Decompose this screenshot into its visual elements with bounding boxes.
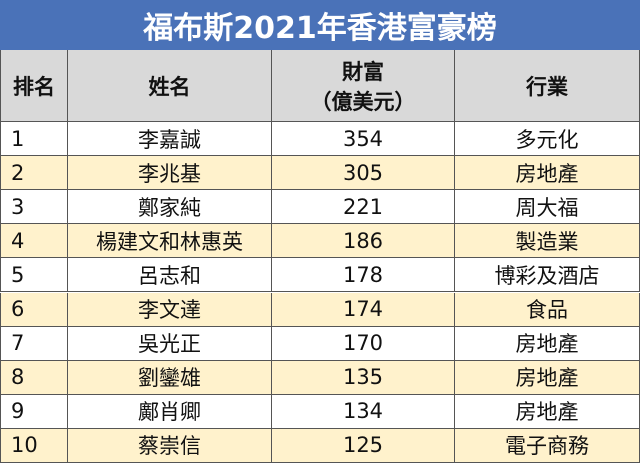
cell-text: 鄭家純	[138, 195, 201, 220]
cell-text: 房地產	[515, 332, 579, 357]
table-cell: 5	[0, 258, 68, 293]
table-cell: 李文達	[68, 292, 272, 327]
table-cell: 9	[0, 394, 68, 429]
cell-text: 吳光正	[138, 332, 201, 357]
cell-text: 李嘉誠	[138, 127, 201, 152]
table-cell: 房地產	[455, 156, 640, 191]
cell-text: 房地產	[515, 400, 579, 425]
table-cell: 7	[0, 326, 68, 361]
cell-text: 170	[342, 331, 384, 356]
cell-text: 李兆基	[138, 161, 201, 186]
table-cell: 174	[272, 292, 455, 327]
header-text: （億美元）	[310, 89, 416, 114]
header-text: 財富	[342, 59, 384, 84]
table-cell: 125	[272, 428, 455, 463]
cell-text: 蔡崇信	[138, 434, 201, 459]
table-cell: 多元化	[455, 122, 640, 157]
cell-text: 10	[11, 433, 38, 458]
cell-text: 8	[11, 365, 25, 390]
table-cell: 3	[0, 190, 68, 225]
cell-text: 174	[342, 297, 384, 322]
cell-text: 125	[342, 433, 384, 458]
cell-text: 134	[342, 399, 384, 424]
table-title: 福布斯2021年香港富豪榜	[0, 0, 640, 50]
table-cell: 305	[272, 156, 455, 191]
cell-text: 多元化	[515, 127, 579, 152]
header-cell: 行業	[455, 50, 640, 122]
cell-text: 7	[11, 331, 25, 356]
cell-text: 電子商務	[505, 434, 589, 459]
cell-text: 製造業	[515, 229, 579, 254]
cell-text: 135	[342, 365, 384, 390]
table-cell: 房地產	[455, 326, 640, 361]
header-text: 姓名	[148, 74, 191, 99]
table-cell: 鄺肖卿	[68, 394, 272, 429]
header-text: 行業	[526, 74, 568, 99]
table-cell: 楊建文和林惠英	[68, 224, 272, 259]
table-cell: 房地產	[455, 360, 640, 395]
table-cell: 354	[272, 122, 455, 157]
table-cell: 135	[272, 360, 455, 395]
table-cell: 李嘉誠	[68, 122, 272, 157]
cell-text: 房地產	[515, 161, 579, 186]
table-cell: 食品	[455, 292, 640, 327]
table-cell: 蔡崇信	[68, 428, 272, 463]
cell-text: 186	[342, 228, 384, 253]
table-cell: 吳光正	[68, 326, 272, 361]
cell-text: 221	[342, 194, 384, 219]
cell-text: 9	[11, 399, 25, 424]
cell-text: 1	[11, 126, 25, 151]
cell-text: 劉鑾雄	[138, 366, 201, 391]
cell-text: 3	[11, 194, 25, 219]
cell-text: 周大福	[515, 195, 579, 220]
cell-text: 354	[342, 126, 384, 151]
table-cell: 221	[272, 190, 455, 225]
table-cell: 10	[0, 428, 68, 463]
table-cell: 博彩及酒店	[455, 258, 640, 293]
cell-text: 305	[342, 160, 384, 185]
table-cell: 呂志和	[68, 258, 272, 293]
table-cell: 178	[272, 258, 455, 293]
cell-text: 房地產	[515, 366, 579, 391]
table-cell: 186	[272, 224, 455, 259]
table-cell: 4	[0, 224, 68, 259]
table-cell: 1	[0, 122, 68, 157]
table-cell: 李兆基	[68, 156, 272, 191]
cell-text: 4	[11, 228, 25, 253]
table-cell: 電子商務	[455, 428, 640, 463]
header-cell: 財富 （億美元）	[272, 50, 455, 122]
table-cell: 鄭家純	[68, 190, 272, 225]
table-cell: 134	[272, 394, 455, 429]
cell-text: 5	[11, 262, 25, 287]
cell-text: 6	[11, 297, 25, 322]
table-cell: 周大福	[455, 190, 640, 225]
cell-text: 鄺肖卿	[138, 400, 201, 425]
cell-text: 李文達	[138, 298, 201, 323]
table-cell: 劉鑾雄	[68, 360, 272, 395]
table-cell: 8	[0, 360, 68, 395]
cell-text: 食品	[526, 298, 568, 323]
table-cell: 6	[0, 292, 68, 327]
table-cell: 170	[272, 326, 455, 361]
table-cell: 2	[0, 156, 68, 191]
header-cell: 姓名	[68, 50, 272, 122]
table-cell: 製造業	[455, 224, 640, 259]
cell-text: 呂志和	[138, 263, 201, 288]
cell-text: 楊建文和林惠英	[96, 229, 243, 254]
cell-text: 178	[342, 262, 384, 287]
header-text: 排名	[13, 74, 55, 99]
cell-text: 2	[11, 160, 25, 185]
cell-text: 博彩及酒店	[494, 263, 600, 288]
table-cell: 房地產	[455, 394, 640, 429]
header-cell: 排名	[0, 50, 68, 122]
